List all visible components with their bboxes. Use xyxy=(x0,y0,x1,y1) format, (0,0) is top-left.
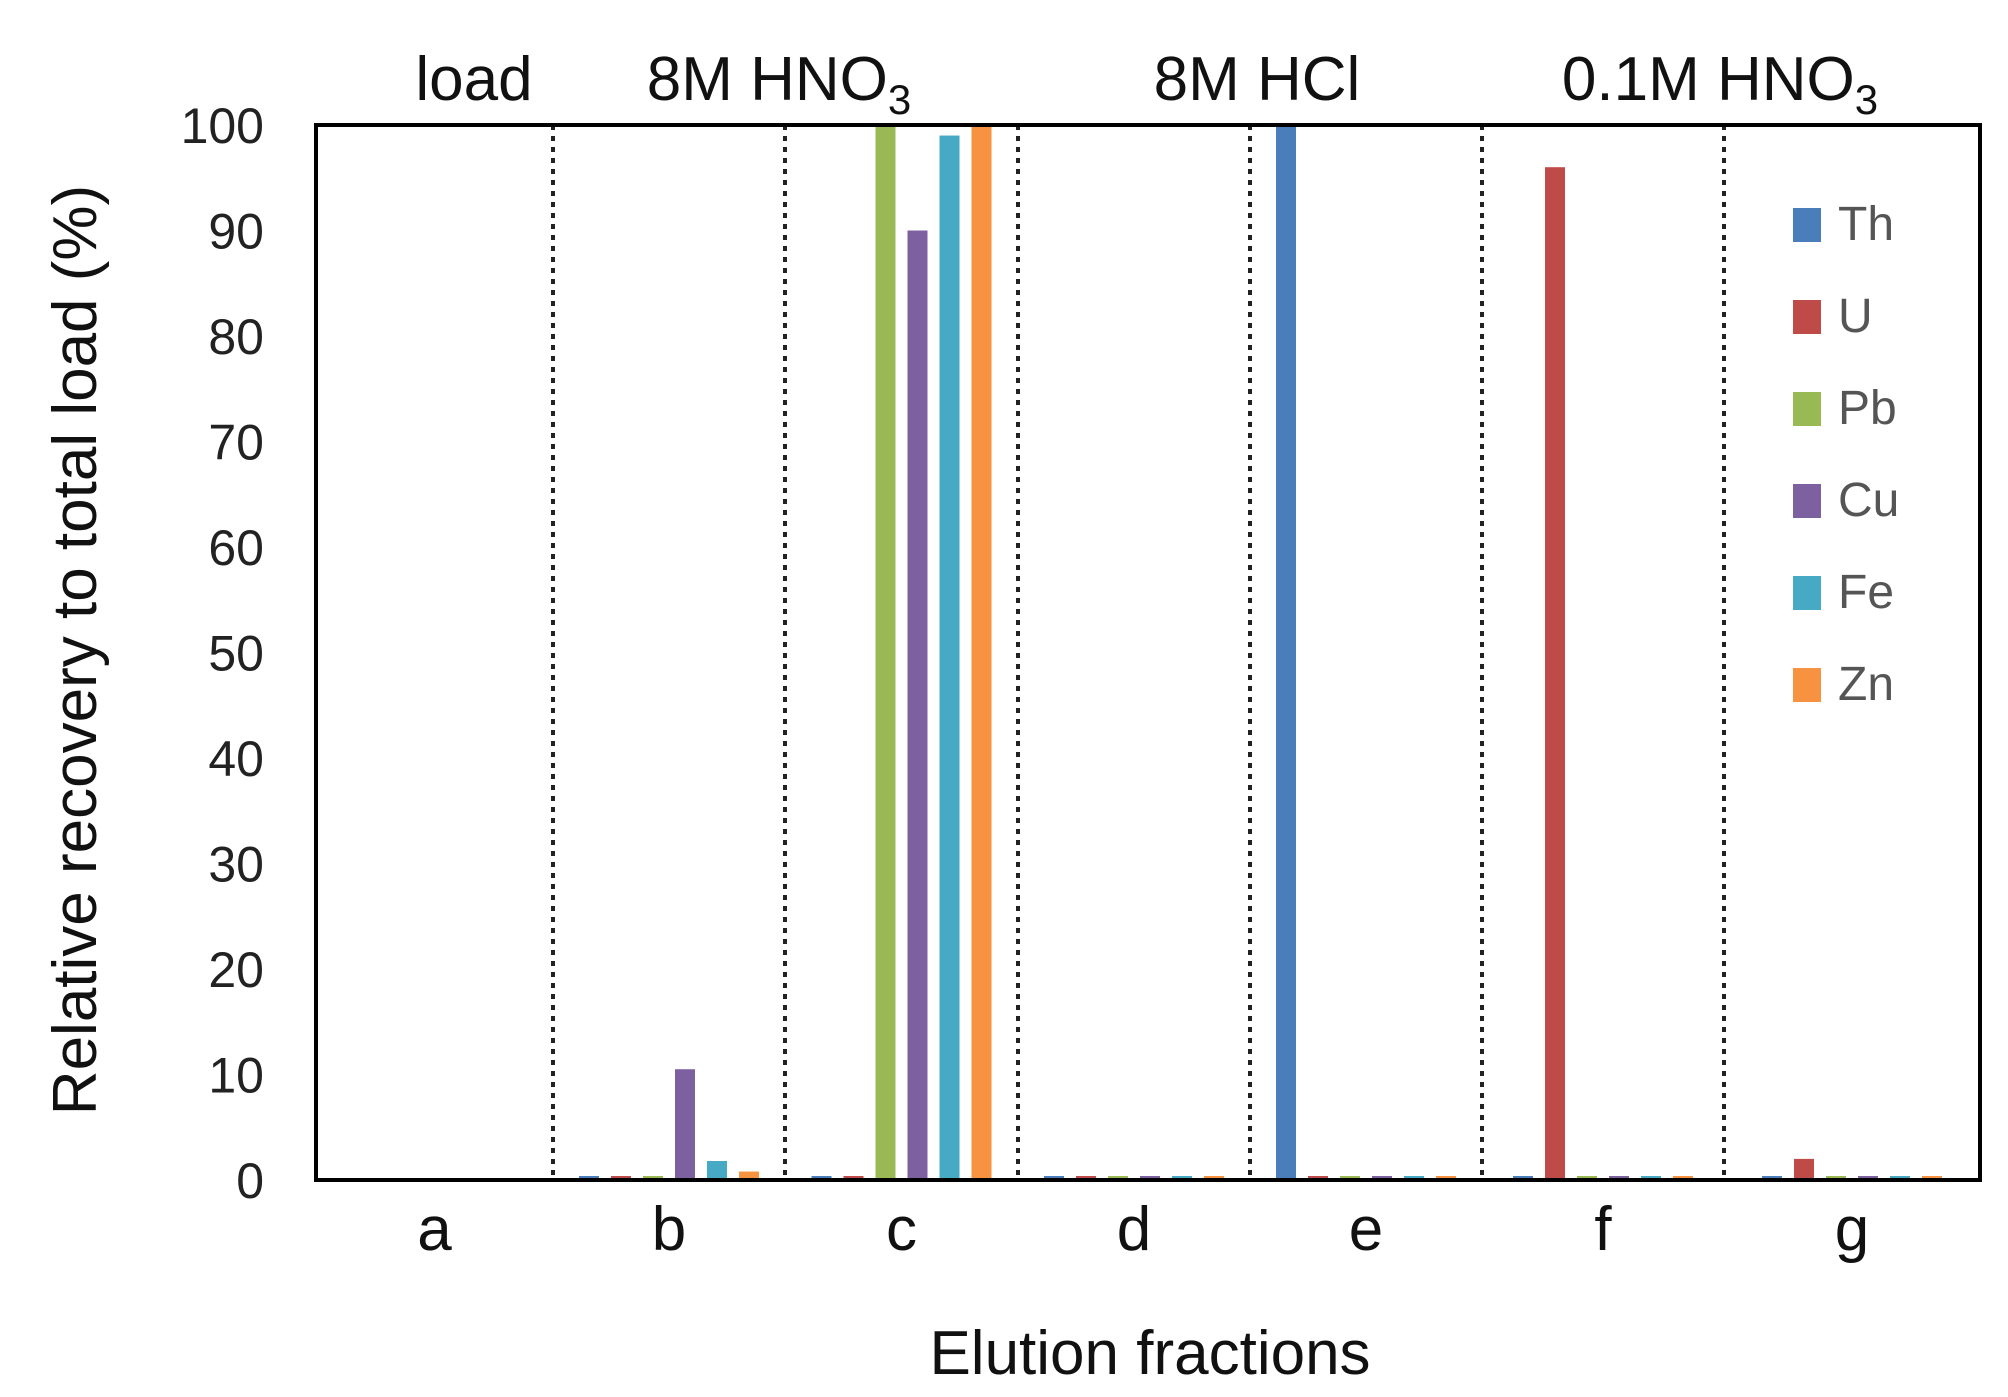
legend-label-u: U xyxy=(1838,290,1873,343)
x-tick-label: a xyxy=(417,1195,452,1264)
eluent-group-label: 0.1M HNO3 xyxy=(1562,45,1878,123)
x-tick-label: c xyxy=(886,1195,917,1264)
bar-u-f xyxy=(1545,167,1565,1180)
legend-swatch-pb xyxy=(1793,392,1821,426)
bar-th-e xyxy=(1276,125,1296,1180)
bar-cu-c xyxy=(907,230,928,1180)
y-tick-label: 90 xyxy=(208,204,264,260)
eluent-group-label: 8M HCl xyxy=(1154,45,1361,114)
eluent-group-label: 8M HNO3 xyxy=(647,45,912,123)
legend-swatch-th xyxy=(1793,208,1821,242)
legend-label-th: Th xyxy=(1838,198,1894,251)
legend-label-pb: Pb xyxy=(1838,382,1897,435)
bar-cu-b xyxy=(675,1069,695,1180)
y-tick-label: 80 xyxy=(208,309,264,365)
x-tick-label: d xyxy=(1117,1195,1151,1264)
x-tick-label: f xyxy=(1594,1195,1612,1264)
y-tick-label: 0 xyxy=(236,1153,264,1209)
bar-pb-c xyxy=(875,125,896,1180)
y-tick-label: 60 xyxy=(208,520,264,576)
y-tick-label: 50 xyxy=(208,626,264,682)
y-tick-label: 10 xyxy=(208,1048,264,1104)
legend-swatch-u xyxy=(1793,300,1821,334)
y-tick-label: 40 xyxy=(208,731,264,787)
bar-fe-b xyxy=(707,1161,727,1180)
legend-label-zn: Zn xyxy=(1838,658,1894,711)
y-tick-label: 30 xyxy=(208,837,264,893)
bar-u-g xyxy=(1794,1158,1814,1180)
legend-swatch-zn xyxy=(1793,668,1821,702)
legend-swatch-cu xyxy=(1793,484,1821,518)
y-tick-label: 20 xyxy=(208,942,264,998)
x-tick-label: b xyxy=(652,1195,686,1264)
y-axis-title: Relative recovery to total load (%) xyxy=(41,185,110,1115)
x-axis-title: Elution fractions xyxy=(929,1319,1370,1388)
eluent-group-labels: load 8M HNO3 8M HCl 0.1M HNO3 xyxy=(415,45,1878,123)
eluent-group-label: load xyxy=(415,45,532,114)
y-tick-label: 100 xyxy=(181,98,264,154)
bar-zn-c xyxy=(971,125,992,1180)
legend: Th U Pb Cu Fe Zn xyxy=(1793,198,1899,711)
x-axis-tick-labels: a b c d e f g xyxy=(417,1195,1869,1264)
y-tick-label: 70 xyxy=(208,415,264,471)
legend-swatch-fe xyxy=(1793,576,1821,610)
bar-fe-c xyxy=(939,135,960,1180)
plot-frame xyxy=(314,123,1982,1182)
x-tick-label: g xyxy=(1835,1195,1869,1264)
x-tick-label: e xyxy=(1349,1195,1383,1264)
bar-zn-b xyxy=(739,1171,759,1180)
y-axis-ticks: 0 10 20 30 40 50 60 70 80 90 100 xyxy=(181,98,264,1209)
legend-label-cu: Cu xyxy=(1838,474,1899,527)
legend-label-fe: Fe xyxy=(1838,566,1894,619)
